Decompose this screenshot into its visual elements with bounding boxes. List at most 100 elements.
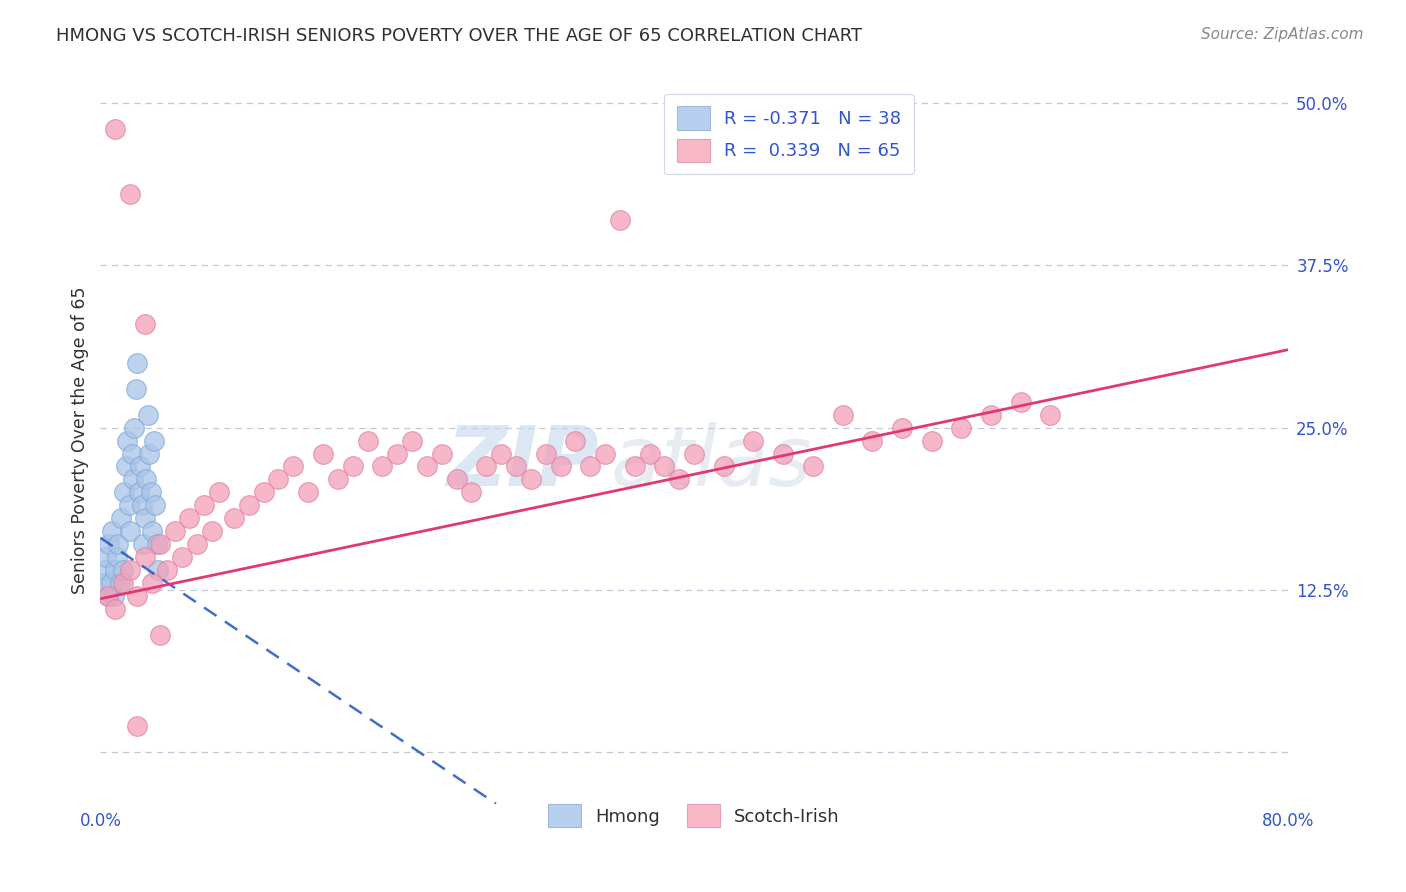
Point	[124, 420, 146, 434]
Point	[141, 576, 163, 591]
Point	[142, 434, 165, 448]
Point	[111, 563, 134, 577]
Point	[108, 576, 131, 591]
Point	[890, 420, 912, 434]
Point	[831, 408, 853, 422]
Point	[170, 550, 193, 565]
Point	[111, 576, 134, 591]
Point	[238, 499, 260, 513]
Text: ZIP: ZIP	[447, 422, 599, 503]
Point	[401, 434, 423, 448]
Point	[475, 459, 498, 474]
Point	[416, 459, 439, 474]
Point	[1010, 394, 1032, 409]
Point	[118, 187, 141, 202]
Point	[134, 550, 156, 565]
Point	[950, 420, 973, 434]
Point	[129, 459, 152, 474]
Point	[96, 550, 118, 565]
Point	[104, 602, 127, 616]
Point	[860, 434, 883, 448]
Point	[97, 589, 120, 603]
Point	[520, 472, 543, 486]
Point	[921, 434, 943, 448]
Point	[193, 499, 215, 513]
Point	[713, 459, 735, 474]
Point	[118, 563, 141, 577]
Point	[148, 563, 170, 577]
Point	[342, 459, 364, 474]
Point	[446, 472, 468, 486]
Point	[460, 485, 482, 500]
Point	[149, 628, 172, 642]
Point	[801, 459, 824, 474]
Point	[134, 511, 156, 525]
Point	[534, 446, 557, 460]
Point	[125, 382, 148, 396]
Point	[98, 537, 121, 551]
Point	[179, 511, 201, 525]
Point	[132, 537, 155, 551]
Point	[104, 563, 127, 577]
Point	[131, 499, 153, 513]
Point	[326, 472, 349, 486]
Point	[156, 563, 179, 577]
Point	[107, 537, 129, 551]
Point	[112, 485, 135, 500]
Point	[638, 446, 661, 460]
Point	[387, 446, 409, 460]
Point	[654, 459, 676, 474]
Point	[121, 446, 143, 460]
Point	[593, 446, 616, 460]
Point	[371, 459, 394, 474]
Point	[97, 589, 120, 603]
Point	[138, 446, 160, 460]
Point	[105, 550, 128, 565]
Point	[100, 576, 122, 591]
Point	[135, 472, 157, 486]
Point	[356, 434, 378, 448]
Point	[267, 472, 290, 486]
Point	[94, 563, 117, 577]
Text: HMONG VS SCOTCH-IRISH SENIORS POVERTY OVER THE AGE OF 65 CORRELATION CHART: HMONG VS SCOTCH-IRISH SENIORS POVERTY OV…	[56, 27, 862, 45]
Point	[163, 524, 186, 539]
Point	[668, 472, 690, 486]
Point	[550, 459, 572, 474]
Point	[149, 537, 172, 551]
Point	[297, 485, 319, 500]
Point	[980, 408, 1002, 422]
Point	[141, 524, 163, 539]
Point	[283, 459, 305, 474]
Point	[208, 485, 231, 500]
Point	[145, 537, 167, 551]
Point	[110, 511, 132, 525]
Point	[139, 485, 162, 500]
Point	[122, 472, 145, 486]
Legend: Hmong, Scotch-Irish: Hmong, Scotch-Irish	[541, 797, 846, 835]
Point	[683, 446, 706, 460]
Point	[114, 459, 136, 474]
Point	[505, 459, 527, 474]
Text: atlas: atlas	[612, 422, 813, 503]
Point	[127, 719, 149, 733]
Point	[222, 511, 245, 525]
Point	[118, 524, 141, 539]
Point	[134, 317, 156, 331]
Point	[201, 524, 224, 539]
Point	[104, 122, 127, 136]
Point	[742, 434, 765, 448]
Point	[312, 446, 335, 460]
Point	[489, 446, 512, 460]
Point	[127, 356, 149, 370]
Text: Source: ZipAtlas.com: Source: ZipAtlas.com	[1201, 27, 1364, 42]
Point	[128, 485, 150, 500]
Y-axis label: Seniors Poverty Over the Age of 65: Seniors Poverty Over the Age of 65	[72, 287, 89, 594]
Point	[772, 446, 794, 460]
Point	[1039, 408, 1062, 422]
Point	[579, 459, 602, 474]
Point	[117, 499, 139, 513]
Point	[136, 408, 159, 422]
Point	[101, 524, 124, 539]
Point	[623, 459, 645, 474]
Point	[609, 213, 631, 227]
